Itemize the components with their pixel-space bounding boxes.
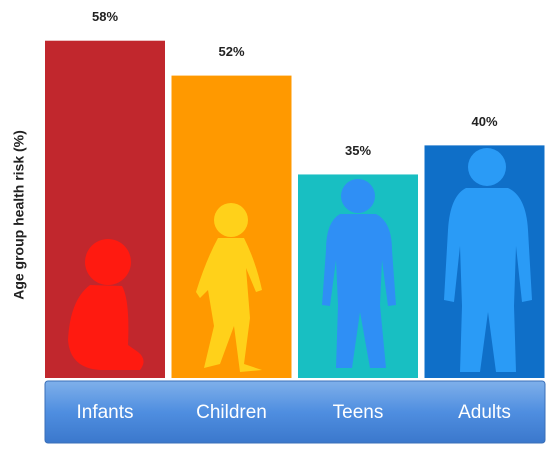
category-label: Infants <box>76 402 133 423</box>
category-label: Adults <box>458 402 511 423</box>
value-label: 35% <box>345 143 371 158</box>
value-label: 40% <box>471 114 497 129</box>
infant-figure <box>68 239 144 370</box>
silhouettes <box>68 148 532 372</box>
value-label: 52% <box>218 44 244 59</box>
teen-figure <box>322 179 396 368</box>
adult-figure <box>444 148 532 372</box>
y-axis-label: Age group health risk (%) <box>11 130 27 300</box>
category-label: Teens <box>333 402 384 423</box>
child-figure <box>196 203 262 372</box>
value-label: 58% <box>92 9 118 24</box>
category-label: Children <box>196 402 267 423</box>
category-band <box>44 380 546 444</box>
